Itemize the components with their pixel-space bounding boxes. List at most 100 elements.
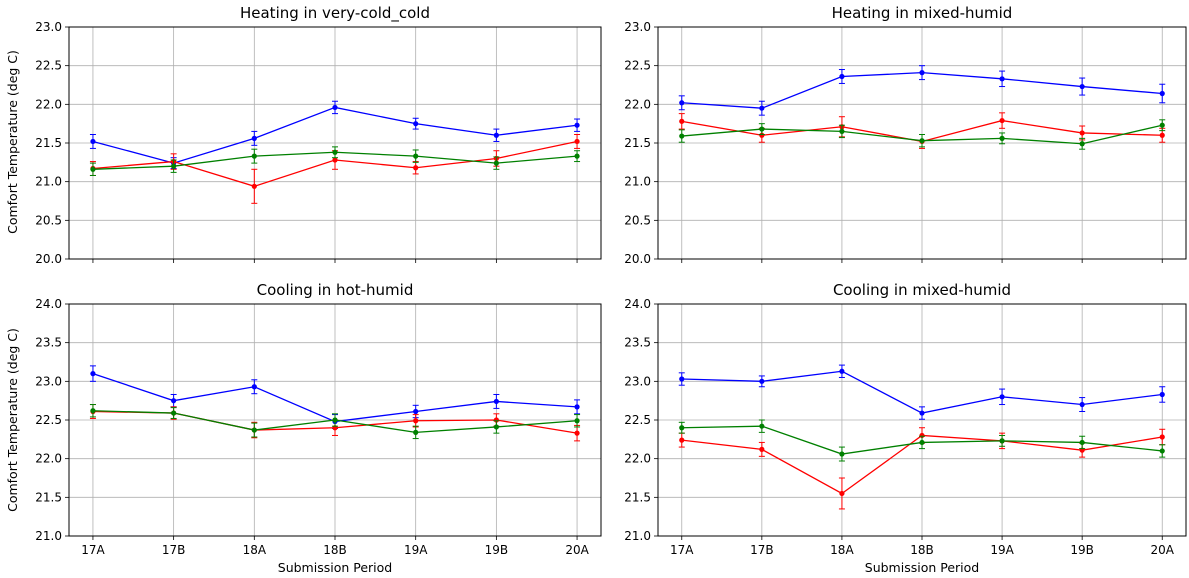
data-point <box>413 121 419 127</box>
data-point <box>1159 448 1165 454</box>
y-tick-label: 22.5 <box>624 59 651 73</box>
data-point <box>574 418 580 424</box>
x-axis-label: Submission Period <box>865 560 979 575</box>
y-tick-label: 21.5 <box>35 490 62 504</box>
y-axis-label: Comfort Temperature (deg C) <box>5 328 20 512</box>
data-point <box>332 157 338 163</box>
chart-title: Heating in mixed-humid <box>832 4 1013 22</box>
data-point <box>1159 434 1165 440</box>
y-tick-label: 23.0 <box>624 20 651 34</box>
y-tick-label: 21.5 <box>35 136 62 150</box>
data-point <box>1159 122 1165 128</box>
y-tick-label: 20.5 <box>624 213 651 227</box>
data-point <box>1079 130 1085 136</box>
y-tick-label: 21.0 <box>624 175 651 189</box>
x-tick-label: 18B <box>323 543 347 557</box>
chart-title: Cooling in hot-humid <box>257 281 414 299</box>
data-point <box>493 132 499 138</box>
data-point <box>90 371 96 377</box>
data-point <box>999 117 1005 124</box>
data-point <box>413 429 419 435</box>
data-point <box>919 138 925 144</box>
data-point <box>171 410 177 416</box>
data-point <box>679 437 685 443</box>
y-tick-label: 24.0 <box>35 297 62 311</box>
x-tick-label: 19A <box>404 543 428 557</box>
x-tick-label: 19B <box>1070 543 1094 557</box>
data-point <box>759 446 765 452</box>
y-tick-label: 21.0 <box>35 175 62 189</box>
x-tick-label: 18A <box>830 543 854 557</box>
x-tick-label: 20A <box>1150 543 1174 557</box>
data-point <box>999 76 1005 82</box>
y-tick-label: 22.0 <box>624 452 651 466</box>
chart-title: Heating in very-cold_cold <box>240 4 430 23</box>
data-point <box>493 417 499 423</box>
data-point <box>413 165 419 171</box>
y-tick-label: 22.0 <box>35 97 62 111</box>
plot-frame <box>657 26 1187 260</box>
y-tick-label: 21.5 <box>624 136 651 150</box>
data-point <box>1079 141 1085 147</box>
y-tick-label: 22.0 <box>35 452 62 466</box>
data-point <box>493 160 499 166</box>
data-point <box>171 398 177 404</box>
y-tick-label: 23.5 <box>35 336 62 350</box>
chart-title: Cooling in mixed-humid <box>833 281 1011 299</box>
data-point <box>919 410 925 416</box>
data-point <box>759 132 765 138</box>
data-point <box>679 425 685 431</box>
data-point <box>574 122 580 128</box>
data-point <box>332 149 338 155</box>
x-tick-label: 19B <box>485 543 509 557</box>
data-point <box>574 138 580 145</box>
chart-panel: 20.0 20.5 21.0 21.5 22.0 22.5 23.0 Heating in v… <box>35 4 602 266</box>
data-point <box>251 153 257 159</box>
data-point <box>332 417 338 423</box>
data-point <box>839 368 845 374</box>
data-point <box>759 126 765 132</box>
y-tick-label: 20.0 <box>35 252 62 266</box>
data-point <box>679 133 685 139</box>
data-point <box>171 163 177 169</box>
data-point <box>413 418 419 424</box>
data-point <box>759 105 765 111</box>
data-point <box>919 432 925 439</box>
y-tick-label: 20.0 <box>624 252 651 266</box>
y-axis-label: Comfort Temperature (deg C) <box>5 50 20 234</box>
data-point <box>999 135 1005 141</box>
data-point <box>332 104 338 111</box>
data-point <box>679 376 685 382</box>
data-point <box>1079 83 1085 90</box>
data-point <box>1159 391 1165 398</box>
y-tick-label: 21.0 <box>35 529 62 543</box>
y-tick-label: 23.5 <box>624 336 651 350</box>
y-tick-label: 22.5 <box>624 413 651 427</box>
data-point <box>679 118 685 124</box>
data-point <box>90 166 96 172</box>
data-point <box>1159 90 1165 97</box>
x-tick-label: 18B <box>910 543 934 557</box>
data-point <box>999 394 1005 400</box>
data-point <box>251 427 257 433</box>
y-tick-label: 21.5 <box>624 490 651 504</box>
data-point <box>999 438 1005 444</box>
data-point <box>493 398 499 405</box>
data-point <box>574 430 580 436</box>
data-point <box>839 451 845 457</box>
x-tick-label: 20A <box>565 543 589 557</box>
data-point <box>679 100 685 106</box>
data-point <box>839 490 845 497</box>
x-tick-label: 18A <box>243 543 267 557</box>
y-tick-label: 21.0 <box>624 529 651 543</box>
chart-panel: 20.0 20.5 21.0 21.5 22.0 22.5 23.0 Heating in m… <box>624 4 1187 266</box>
y-tick-label: 23.0 <box>35 374 62 388</box>
plot-frame <box>657 303 1187 537</box>
data-point <box>919 70 925 76</box>
x-tick-label: 17B <box>750 543 774 557</box>
plot-frame <box>68 26 602 260</box>
y-tick-label: 23.0 <box>624 374 651 388</box>
data-point <box>919 439 925 446</box>
y-tick-label: 22.5 <box>35 413 62 427</box>
x-tick-label: 19A <box>990 543 1014 557</box>
